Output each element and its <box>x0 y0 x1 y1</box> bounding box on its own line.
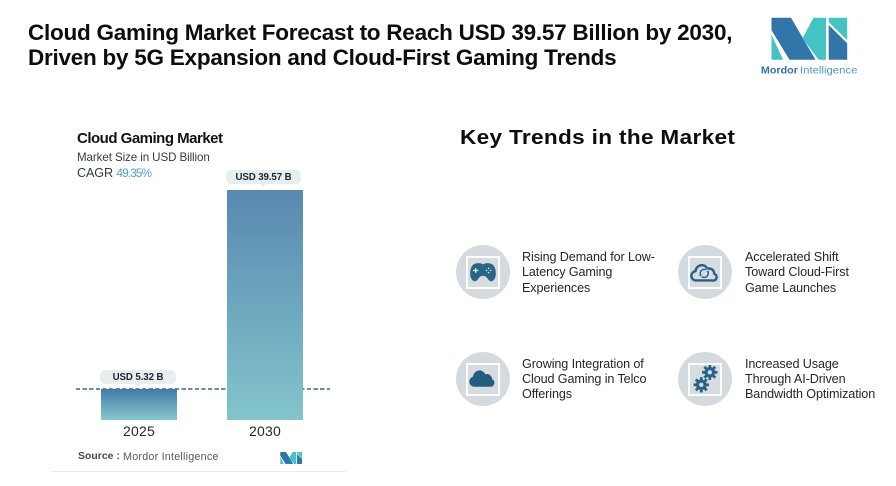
svg-text:Intelligence: Intelligence <box>800 65 858 76</box>
svg-text:Mordor: Mordor <box>761 65 798 76</box>
